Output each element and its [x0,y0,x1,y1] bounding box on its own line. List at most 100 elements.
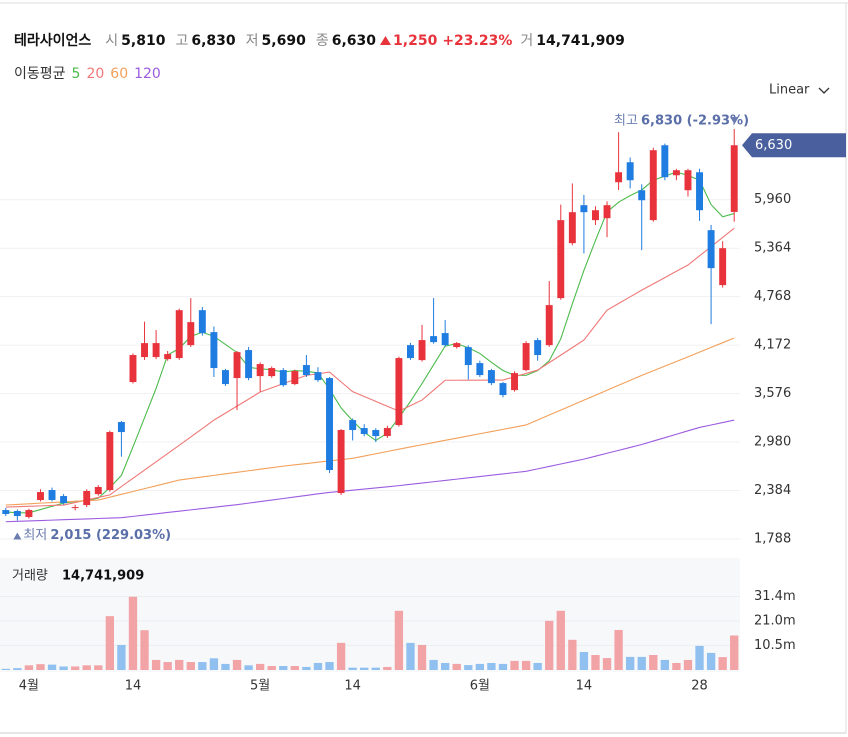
volume-bar [36,664,45,670]
volume-bar [94,665,103,670]
candle-body [730,145,738,212]
candle-body [615,172,623,183]
candle-body [568,212,576,244]
volume-label: 거 [520,33,534,49]
candle-body [638,190,646,201]
candle-body [592,210,599,221]
ma-line [5,337,735,506]
volume-bar [348,667,357,670]
volume-bar [475,663,485,670]
y-tick-label: 4,172 [754,338,791,353]
volume-bar [221,663,230,670]
x-tick-label: 14 [344,679,361,694]
candle-body [94,487,102,495]
volume-bar [140,630,149,670]
candle-body [453,343,461,348]
y-tick-label: 5,364 [754,241,791,256]
volume-tick-label: 21.0m [754,613,796,628]
candle-body [198,310,206,334]
volume-bar [614,629,623,670]
candle-body [719,248,727,286]
candle-body [256,364,264,377]
volume-bar [383,666,392,670]
volume-bar [24,665,34,670]
candle-body [302,365,310,376]
min-marker [13,532,22,540]
candle-body [326,378,333,471]
volume-bar [186,662,195,670]
x-tick-label: 28 [691,679,708,694]
volume-bar [47,664,57,670]
candle-body [626,162,634,181]
volume-bar [568,639,577,670]
scale-toggle[interactable]: Linear [769,83,810,98]
volume-bar [579,651,589,670]
candle-body [487,370,495,384]
legend-entry: 60 [110,66,129,82]
candle-body [337,430,345,494]
stock-name: 테라사이언스 [14,33,92,49]
volume-bar [718,657,727,670]
candle-body [291,371,299,385]
candle-body [83,491,91,506]
min-text: 2,015 (229.03%) [50,528,171,543]
candle-body [233,352,241,379]
candle-body [395,358,403,426]
candle-body [268,368,276,377]
field-value: 5,690 [261,33,306,49]
y-tick-label: 3,576 [754,386,791,401]
volume-bar [255,663,265,670]
chevron[interactable] [818,87,830,94]
volume-label: 거래량 [12,569,48,584]
legend-entry: 20 [86,66,105,82]
candle-body [672,170,680,176]
header: 테라사이언스 시 5,810 고 6,830 저 5,690 종 6,630 1,250 +23.… [14,30,635,50]
change-pct: +23.23% [442,33,513,49]
volume-bar [625,656,635,670]
y-tick-label: 4,768 [754,289,791,304]
candle-body [707,230,715,269]
candle-body [129,355,137,383]
volume-bar [464,665,473,670]
volume-bar [417,644,427,670]
volume-bar [637,656,646,670]
candle-body [210,332,218,369]
candle-body [48,490,56,501]
ma-line [5,419,735,523]
volume-bar [290,666,300,670]
volume-bar [151,659,161,670]
volume-value: 14,741,909 [536,33,625,49]
volume-bar [128,596,138,670]
field-value: 6,830 [191,33,236,49]
ma-line [5,227,735,508]
candle-body [106,432,114,491]
volume-bar [325,662,334,670]
max-text: 6,830 (-2.93%) [641,113,749,128]
volume-bar [313,662,323,670]
candle-body [164,354,172,360]
volume-bar [602,658,612,670]
volume-bar [394,610,404,670]
volume-bar [695,645,704,670]
candle-body [661,145,669,178]
y-tick-label: 1,788 [754,531,791,546]
volume-bar [429,659,438,670]
candle-body [349,420,357,431]
candle-body [141,343,148,358]
candle-body [522,343,530,371]
candle-body [360,428,368,435]
candle-body [407,345,414,359]
volume-bar [59,666,68,670]
max-label: 최고 [614,113,638,128]
y-tick-label: 2,384 [754,483,791,498]
min-label: 최저 [23,528,47,543]
candle-body [476,363,484,376]
volume-bar [336,642,346,670]
volume-bar [232,659,242,670]
candle-body [37,492,44,501]
candle-body [175,310,183,359]
volume-bar [452,663,461,670]
candle-body [2,510,10,515]
candle-body [71,507,79,509]
